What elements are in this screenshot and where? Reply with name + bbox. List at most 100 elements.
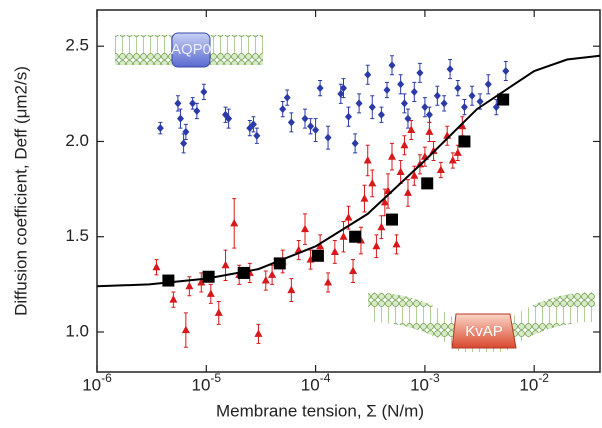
y-tick-label: 1.0 — [65, 321, 89, 340]
aqp0-icon: AQP0 — [115, 32, 263, 68]
point — [454, 84, 462, 93]
point — [446, 65, 454, 74]
point — [351, 139, 359, 148]
point — [312, 126, 320, 135]
point — [345, 112, 352, 121]
point — [397, 80, 405, 89]
point — [396, 167, 405, 175]
point — [316, 241, 325, 250]
point — [307, 122, 315, 131]
x-tick-label: 10-2 — [519, 371, 549, 394]
point — [425, 127, 434, 135]
point — [458, 121, 467, 130]
point — [176, 114, 184, 123]
point — [392, 239, 401, 248]
point — [214, 308, 223, 316]
point — [383, 86, 391, 95]
point — [484, 80, 492, 89]
point — [433, 91, 441, 100]
point — [324, 133, 332, 142]
point — [268, 270, 277, 278]
point — [448, 156, 457, 164]
x-tick-label: 10-3 — [410, 371, 440, 394]
point — [344, 213, 353, 221]
annotation: AQP0 — [171, 41, 211, 58]
plot-area: 10-6 10-5 10-4 10-3 10-2 1.0 1.5 2.0 2.5 — [65, 9, 601, 394]
annotation: KvAP — [465, 323, 503, 340]
point — [468, 91, 476, 100]
point — [476, 97, 484, 106]
point — [440, 99, 448, 108]
protein — [451, 313, 517, 349]
point — [189, 99, 197, 108]
point — [436, 165, 445, 174]
point — [460, 103, 468, 112]
point — [337, 89, 345, 98]
point — [279, 105, 287, 114]
x-tick-label: 10-5 — [192, 371, 222, 394]
point — [283, 93, 291, 102]
point — [174, 99, 182, 108]
point — [377, 110, 385, 119]
plot-frame — [96, 9, 601, 373]
point — [502, 66, 510, 75]
point — [372, 241, 381, 250]
point — [425, 110, 433, 119]
point — [311, 249, 324, 262]
y-axis-label: Diffusion coefficient, Deff (μm2/s) — [11, 66, 30, 316]
point — [349, 230, 362, 243]
point — [415, 159, 424, 168]
point — [377, 222, 386, 231]
point — [202, 270, 215, 283]
point — [162, 274, 175, 287]
point — [407, 125, 416, 134]
protein — [171, 32, 211, 68]
point — [152, 262, 161, 271]
point — [156, 124, 164, 133]
point — [421, 177, 434, 190]
y-tick-label: 2.0 — [65, 131, 89, 150]
point — [324, 277, 333, 286]
point — [206, 289, 215, 297]
point — [380, 197, 389, 206]
point — [181, 325, 190, 334]
point — [497, 93, 510, 106]
point — [200, 87, 208, 96]
point — [410, 87, 418, 96]
x-tick-label: 10-6 — [82, 371, 112, 394]
point — [237, 266, 250, 279]
point — [364, 70, 372, 79]
point — [330, 247, 339, 255]
point — [169, 295, 178, 303]
point — [429, 146, 438, 154]
point — [193, 106, 201, 115]
y-tick-label: 2.5 — [65, 36, 89, 55]
point — [355, 99, 363, 108]
point — [339, 232, 348, 240]
point — [287, 285, 296, 294]
point — [221, 260, 230, 269]
point — [225, 114, 233, 123]
point — [249, 120, 257, 129]
point — [421, 103, 429, 112]
point — [400, 99, 408, 108]
point — [182, 127, 190, 136]
point — [410, 171, 419, 179]
x-axis-label: Membrane tension, Σ (N/m) — [216, 401, 424, 420]
point — [185, 281, 194, 290]
point — [387, 152, 396, 160]
point — [363, 156, 372, 164]
y-tick-label: 1.5 — [65, 226, 89, 245]
point — [458, 135, 471, 148]
point — [453, 148, 462, 156]
point — [287, 118, 295, 127]
point — [339, 84, 347, 93]
fit-line — [96, 54, 601, 288]
point — [253, 131, 261, 140]
point — [301, 114, 309, 123]
point — [197, 277, 206, 286]
kvap-icon: KvAP — [368, 292, 595, 352]
point — [416, 68, 424, 77]
point — [388, 61, 396, 70]
